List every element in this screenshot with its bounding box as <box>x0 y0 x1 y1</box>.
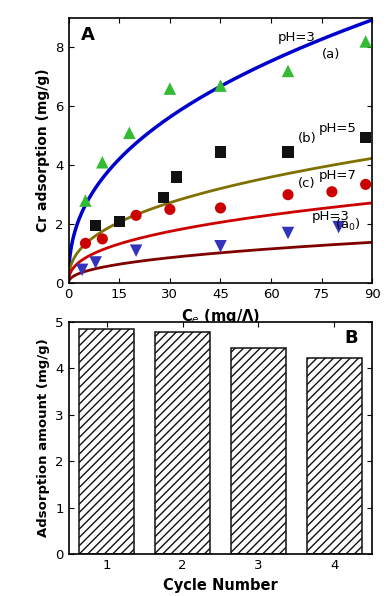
Bar <box>307 358 362 554</box>
Point <box>82 196 89 206</box>
Text: (c): (c) <box>298 177 316 190</box>
Point <box>133 246 139 256</box>
Point <box>217 147 223 157</box>
Text: (b): (b) <box>298 132 317 145</box>
Point <box>363 179 369 189</box>
Bar <box>155 332 210 554</box>
Point <box>363 37 369 46</box>
Text: (a): (a) <box>322 48 340 61</box>
Point <box>167 84 173 94</box>
Text: A: A <box>81 26 94 44</box>
Text: B: B <box>344 329 358 347</box>
Point <box>217 203 223 213</box>
Point <box>363 132 369 142</box>
X-axis label: Cycle Number: Cycle Number <box>163 578 278 592</box>
Point <box>93 221 99 231</box>
Point <box>160 193 166 203</box>
Point <box>99 157 105 167</box>
Text: (a$_0$): (a$_0$) <box>335 217 361 233</box>
Point <box>336 222 342 232</box>
Text: pH=7: pH=7 <box>318 169 356 182</box>
Point <box>285 66 291 76</box>
Bar <box>231 348 286 554</box>
Point <box>82 238 89 248</box>
Y-axis label: Adsorption amount (mg/g): Adsorption amount (mg/g) <box>37 339 50 538</box>
Point <box>133 210 139 220</box>
Point <box>126 128 132 138</box>
Point <box>174 172 180 182</box>
Point <box>99 234 105 244</box>
Point <box>93 257 99 267</box>
Point <box>285 228 291 238</box>
Text: pH=3: pH=3 <box>312 210 350 224</box>
Point <box>217 81 223 91</box>
Bar <box>79 329 134 554</box>
Y-axis label: Cr adsorption (mg/g): Cr adsorption (mg/g) <box>36 69 50 232</box>
Point <box>116 216 122 226</box>
Point <box>285 147 291 157</box>
Point <box>329 187 335 197</box>
Point <box>167 204 173 214</box>
Point <box>285 190 291 200</box>
Point <box>79 265 85 275</box>
X-axis label: C$_e$ (mg/Λ): C$_e$ (mg/Λ) <box>181 306 260 325</box>
Text: pH=5: pH=5 <box>318 122 356 135</box>
Point <box>217 241 223 251</box>
Text: pH=3: pH=3 <box>278 30 316 44</box>
